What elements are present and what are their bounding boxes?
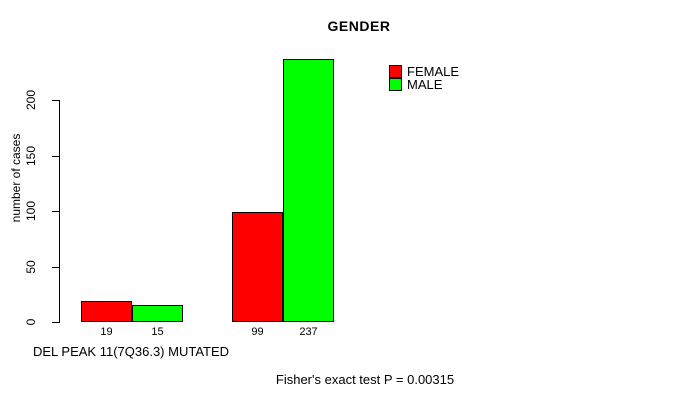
y-tick-label: 100 [24,200,38,222]
legend-row-female: FEMALE [389,65,459,78]
y-axis-tick [52,322,59,323]
y-tick-label: 150 [24,145,38,167]
y-axis-tick [52,156,59,157]
bar-value-label: 15 [151,326,164,338]
bar-value-label: 99 [251,326,264,338]
bar-male-group2 [283,59,334,322]
bar-female-group1 [81,301,132,322]
y-tick-label: 0 [24,318,38,326]
y-axis-tick [52,211,59,212]
y-axis-line [59,100,60,323]
legend-row-male: MALE [389,78,459,91]
y-axis-tick [52,267,59,268]
y-tick-label: 200 [24,89,38,111]
bar-value-label: 19 [100,326,113,338]
y-axis-title: number of cases [9,133,23,223]
bar-value-label: 237 [299,326,318,338]
legend-swatch-male [389,78,402,91]
bar-male-group1 [132,305,183,322]
legend-label: MALE [407,77,443,92]
footer-note: Fisher's exact test P = 0.00315 [275,372,455,387]
y-tick-label: 50 [24,260,38,274]
legend-swatch-female [389,65,402,78]
x-axis-label: DEL PEAK 11(7Q36.3) MUTATED [33,344,230,359]
legend-label: FEMALE [407,64,460,79]
bar-female-group2 [232,212,283,322]
y-axis-tick [52,100,59,101]
legend: FEMALE MALE [389,65,459,91]
chart-title: GENDER [327,18,391,34]
